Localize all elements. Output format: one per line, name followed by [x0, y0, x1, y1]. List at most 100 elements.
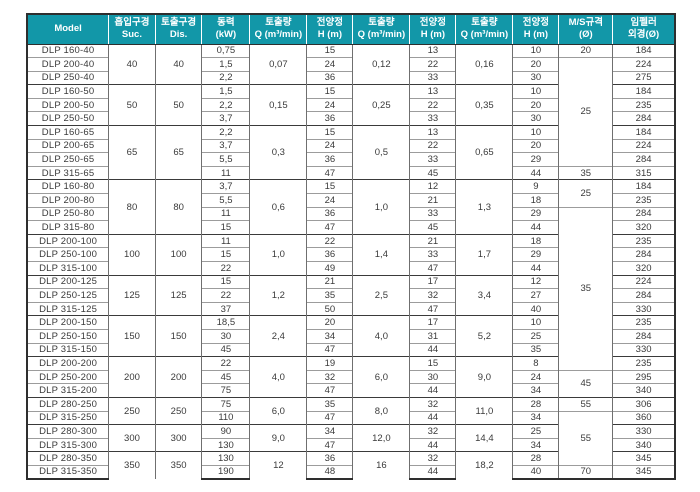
head1-cell: 15: [306, 43, 353, 58]
flow1-cell: 2,4: [249, 315, 307, 357]
impeller-cell: 340: [612, 383, 677, 398]
table-row: DLP 200-150 150 150 18,5 2,4 20 4,0 17 5,2 10 235: [26, 315, 677, 357]
model-cell: DLP 250-150: [26, 328, 109, 344]
header-line: 전양정: [522, 17, 550, 29]
suction-cell: 65: [108, 125, 156, 180]
discharge-cell: 50: [154, 84, 202, 126]
header-subline: Suc.: [121, 29, 142, 41]
model-cell: DLP 315-200: [26, 383, 109, 398]
ms-size-cell: 55: [558, 410, 613, 466]
discharge-cell: 150: [154, 315, 202, 357]
model-cell: DLP 160-50: [26, 84, 109, 99]
header-line: 임펠러: [630, 17, 657, 29]
table-row: DLP 160-65 65 65 2,2 0,3 15 0,5 13 0,65 10 184: [26, 125, 677, 180]
power-cell: 15: [201, 274, 250, 289]
suction-cell: 125: [108, 274, 156, 316]
header-subline: (kW): [215, 29, 237, 41]
impeller-cell: 340: [612, 437, 677, 452]
head2-cell: 32: [409, 451, 456, 466]
ms-size-cell: 25: [558, 179, 613, 208]
head2-cell: 21: [409, 193, 456, 208]
impeller-cell: 306: [612, 396, 677, 412]
head1-cell: 15: [306, 179, 353, 194]
ms-size-cell: 70: [558, 464, 613, 480]
model-cell: DLP 250-100: [26, 247, 109, 262]
model-cell: DLP 315-250: [26, 410, 109, 425]
impeller-cell: 330: [612, 424, 677, 439]
discharge-cell: 80: [154, 179, 202, 235]
col-header-suction: 흡입구경 Suc.: [108, 13, 156, 45]
head1-cell: 47: [306, 220, 353, 235]
head1-cell: 34: [306, 424, 353, 439]
table-row: DLP 280-300 300 300 90 9,0 34 12,0 32 14,4 25 330: [26, 424, 677, 452]
model-cell: DLP 250-200: [26, 369, 109, 384]
head1-cell: 35: [306, 396, 353, 412]
header-line: 토출량: [265, 17, 292, 29]
table-row: DLP 200-100 100 100 11 1,0 22 1,4 21 1,7 18 235: [26, 233, 677, 276]
head2-cell: 22: [409, 138, 456, 153]
head1-cell: 34: [306, 328, 353, 344]
power-cell: 0,75: [201, 43, 250, 58]
head2-cell: 32: [409, 288, 456, 303]
impeller-cell: 284: [612, 111, 677, 126]
impeller-cell: 184: [612, 179, 677, 194]
header-subline: H (m): [420, 29, 446, 41]
head3-cell: 40: [512, 464, 559, 480]
table-row: DLP 200-125 125 125 15 1,2 21 2,5 17 3,4 12 224: [26, 274, 677, 316]
col-header-head-2: 전양정 H (m): [409, 13, 456, 45]
table-row: DLP 200-200 200 200 22 4,0 19 6,0 15 9,0 8 235: [26, 356, 677, 398]
header-line: 토출량: [368, 17, 395, 29]
impeller-cell: 284: [612, 206, 677, 221]
impeller-cell: 315: [612, 165, 677, 180]
power-cell: 11: [201, 165, 250, 180]
col-header-power: 동력 (kW): [201, 13, 250, 45]
discharge-cell: 65: [154, 125, 202, 180]
table-row: DLP 250-200 45 32 30 24 45 295: [26, 369, 677, 398]
power-cell: 3,7: [201, 179, 250, 194]
header-line: 토출구경: [161, 17, 197, 29]
head1-cell: 32: [306, 369, 353, 384]
head1-cell: 20: [306, 315, 353, 330]
discharge-cell: 100: [154, 233, 202, 276]
power-cell: 130: [201, 437, 250, 452]
power-cell: 1,5: [201, 84, 250, 99]
suction-cell: 300: [108, 424, 156, 452]
head3-cell: 24: [512, 369, 559, 384]
model-cell: DLP 200-40: [26, 57, 109, 72]
model-cell: DLP 200-150: [26, 315, 109, 330]
impeller-cell: 235: [612, 193, 677, 208]
header-line: 전양정: [419, 17, 446, 29]
head3-cell: 44: [512, 261, 559, 276]
discharge-cell: 250: [154, 396, 202, 425]
power-cell: 45: [201, 342, 250, 357]
col-header-flow-1: 토출량 Q (m³/min): [249, 13, 307, 45]
head1-cell: 36: [306, 70, 353, 85]
head3-cell: 12: [512, 274, 559, 289]
head2-cell: 30: [409, 369, 456, 384]
power-cell: 30: [201, 328, 250, 344]
discharge-cell: 40: [154, 43, 202, 85]
flow2-cell: 0,12: [352, 43, 410, 85]
impeller-cell: 284: [612, 247, 677, 262]
table-row: DLP 315-150 45 47 44 35 330: [26, 342, 677, 357]
head1-cell: 15: [306, 84, 353, 99]
impeller-cell: 320: [612, 220, 677, 235]
impeller-cell: 284: [612, 288, 677, 303]
head2-cell: 33: [409, 111, 456, 126]
table-row: DLP 160-50 50 50 1,5 0,15 15 0,25 13 0,35 10 184: [26, 84, 677, 126]
head3-cell: 18: [512, 193, 559, 208]
head3-cell: 20: [512, 138, 559, 153]
suction-cell: 40: [108, 43, 156, 85]
head2-cell: 32: [409, 396, 456, 412]
table-row: DLP 250-40 2,2 36 33 30 275: [26, 70, 677, 85]
power-cell: 130: [201, 451, 250, 466]
flow3-cell: 1,3: [455, 179, 513, 235]
power-cell: 2,2: [201, 97, 250, 112]
head3-cell: 28: [512, 451, 559, 466]
model-cell: DLP 315-300: [26, 437, 109, 452]
pump-spec-table: Model 흡입구경 Suc. 토출구경 Dis. 동력 (kW) 토출량 Q (m³/…: [26, 13, 677, 480]
power-cell: 1,5: [201, 57, 250, 72]
model-cell: DLP 200-125: [26, 274, 109, 289]
header-subline: Q (m³/min): [357, 29, 406, 41]
